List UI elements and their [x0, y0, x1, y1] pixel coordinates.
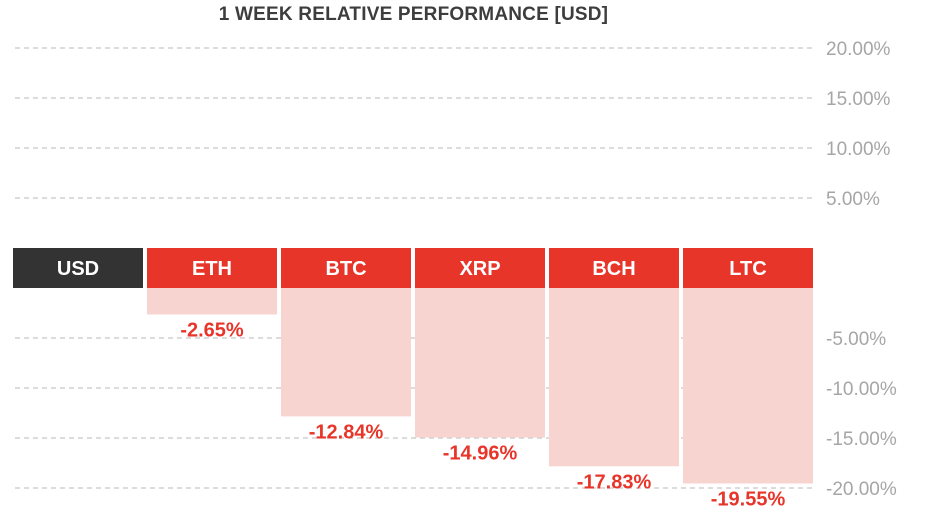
value-label-xrp: -14.96%	[443, 443, 518, 465]
bar-eth	[147, 288, 277, 315]
header-bch	[549, 248, 679, 288]
header-xrp	[415, 248, 545, 288]
category-label-ltc: LTC	[729, 258, 766, 280]
y-tick-label: -20.00%	[826, 479, 897, 500]
header-ltc	[683, 248, 813, 288]
y-tick-label: 15.00%	[826, 89, 891, 110]
header-eth	[147, 248, 277, 288]
header-btc	[281, 248, 411, 288]
y-tick-label: -10.00%	[826, 379, 897, 400]
category-label-usd: USD	[57, 258, 99, 280]
value-label-eth: -2.65%	[180, 320, 244, 342]
header-layer: USD ETH BTC XRP BCH LTC	[13, 248, 813, 288]
chart-title: 1 WEEK RELATIVE PERFORMANCE [USD]	[218, 4, 609, 25]
grid-layer: 20.00% 15.00% 10.00% 5.00% -5.00% -10.00% -15.…	[15, 39, 897, 500]
value-label-ltc: -19.55%	[711, 489, 786, 511]
category-label-btc: BTC	[325, 258, 366, 280]
y-tick-label: -15.00%	[826, 429, 897, 450]
y-tick-label: 5.00%	[826, 189, 880, 210]
bar-bch	[549, 288, 679, 467]
bar-layer	[147, 288, 813, 484]
bar-xrp	[415, 288, 545, 438]
bar-btc	[281, 288, 411, 417]
category-label-eth: ETH	[192, 258, 232, 280]
baseline-header-usd	[13, 248, 143, 288]
value-label-bch: -17.83%	[577, 471, 652, 493]
category-label-xrp: XRP	[459, 258, 500, 280]
y-tick-label: 20.00%	[826, 39, 891, 60]
label-layer: -2.65% -12.84% -14.96% -17.83% -19.55%	[180, 320, 785, 511]
value-label-btc: -12.84%	[309, 421, 384, 443]
category-label-bch: BCH	[592, 258, 635, 280]
bar-ltc	[683, 288, 813, 484]
y-tick-label: -5.00%	[826, 329, 886, 350]
y-tick-label: 10.00%	[826, 139, 891, 160]
